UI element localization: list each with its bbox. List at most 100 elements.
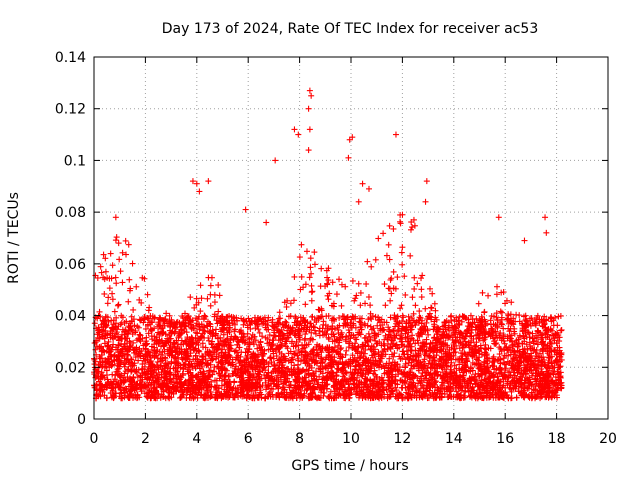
data-point <box>428 304 435 311</box>
data-point <box>270 386 277 393</box>
data-point <box>105 294 112 301</box>
data-point <box>311 261 318 268</box>
data-point <box>479 289 486 296</box>
data-point <box>357 354 364 361</box>
data-point <box>115 240 122 247</box>
data-point <box>296 254 303 261</box>
data-point <box>325 296 332 303</box>
data-point <box>372 256 379 263</box>
data-point <box>390 225 397 232</box>
data-point <box>327 388 334 395</box>
data-point <box>329 364 336 371</box>
data-point <box>411 285 418 292</box>
data-point <box>501 340 508 347</box>
data-point <box>110 341 117 348</box>
data-point <box>125 241 132 248</box>
data-point <box>113 280 120 287</box>
data-point <box>394 274 401 281</box>
data-point <box>381 281 388 288</box>
data-point <box>308 289 315 296</box>
data-point <box>365 294 372 301</box>
data-point <box>338 302 345 309</box>
data-point <box>101 290 108 297</box>
data-point <box>263 386 270 393</box>
data-point <box>526 334 533 341</box>
data-point <box>386 285 393 292</box>
data-point <box>485 292 492 299</box>
data-point <box>367 302 374 309</box>
data-point <box>497 378 504 385</box>
data-point <box>215 308 222 315</box>
y-axis-label: ROTI / TECUs <box>6 192 22 284</box>
data-point <box>266 332 273 339</box>
data-point <box>397 305 404 312</box>
data-point <box>446 327 453 334</box>
data-point <box>106 285 113 292</box>
data-point <box>244 330 251 337</box>
data-point <box>117 268 124 275</box>
data-point <box>109 371 116 378</box>
data-point <box>129 260 136 267</box>
data-point <box>423 319 430 326</box>
data-point <box>92 346 99 353</box>
data-point <box>96 308 103 315</box>
data-point <box>311 324 318 331</box>
data-point <box>422 305 429 312</box>
x-axis-label: GPS time / hours <box>291 458 408 474</box>
data-point <box>307 255 314 262</box>
data-point <box>409 294 416 301</box>
data-point <box>365 330 372 337</box>
data-point <box>158 351 165 358</box>
data-point <box>318 265 325 272</box>
data-point <box>419 272 426 279</box>
data-point <box>113 234 120 241</box>
data-point <box>112 274 119 281</box>
data-point <box>365 316 372 323</box>
data-point <box>133 344 140 351</box>
data-point <box>308 282 315 289</box>
data-point <box>382 332 389 339</box>
data-point <box>183 394 190 401</box>
data-point <box>123 251 130 258</box>
data-point <box>346 339 353 346</box>
data-point <box>492 341 499 348</box>
data-point <box>144 291 151 298</box>
data-point <box>386 222 393 229</box>
data-point <box>241 318 248 325</box>
data-point <box>333 291 340 298</box>
data-point <box>187 294 194 301</box>
data-point <box>130 306 137 313</box>
data-point <box>500 325 507 332</box>
data-point <box>302 301 309 308</box>
data-point <box>380 230 387 237</box>
data-point <box>493 291 500 298</box>
data-point <box>317 283 324 290</box>
data-point <box>125 298 132 305</box>
data-point <box>109 290 116 297</box>
data-point <box>289 338 296 345</box>
data-points <box>91 87 565 402</box>
data-point <box>558 326 565 333</box>
data-point <box>484 358 491 365</box>
data-point <box>323 267 330 274</box>
data-point <box>290 297 297 304</box>
data-point <box>308 329 315 336</box>
data-point <box>116 256 123 263</box>
data-point <box>385 241 392 248</box>
data-point <box>296 327 303 334</box>
data-point <box>255 326 262 333</box>
data-point <box>363 280 370 287</box>
data-point <box>345 363 352 370</box>
data-point <box>398 302 405 309</box>
data-point <box>284 345 291 352</box>
data-point <box>109 262 116 269</box>
data-point <box>387 297 394 304</box>
data-point <box>145 307 152 314</box>
data-point <box>349 277 356 284</box>
data-point <box>220 331 227 338</box>
data-point <box>410 310 417 317</box>
data-point <box>97 263 104 270</box>
data-point <box>407 252 414 259</box>
data-point <box>501 361 508 368</box>
data-point <box>336 276 343 283</box>
